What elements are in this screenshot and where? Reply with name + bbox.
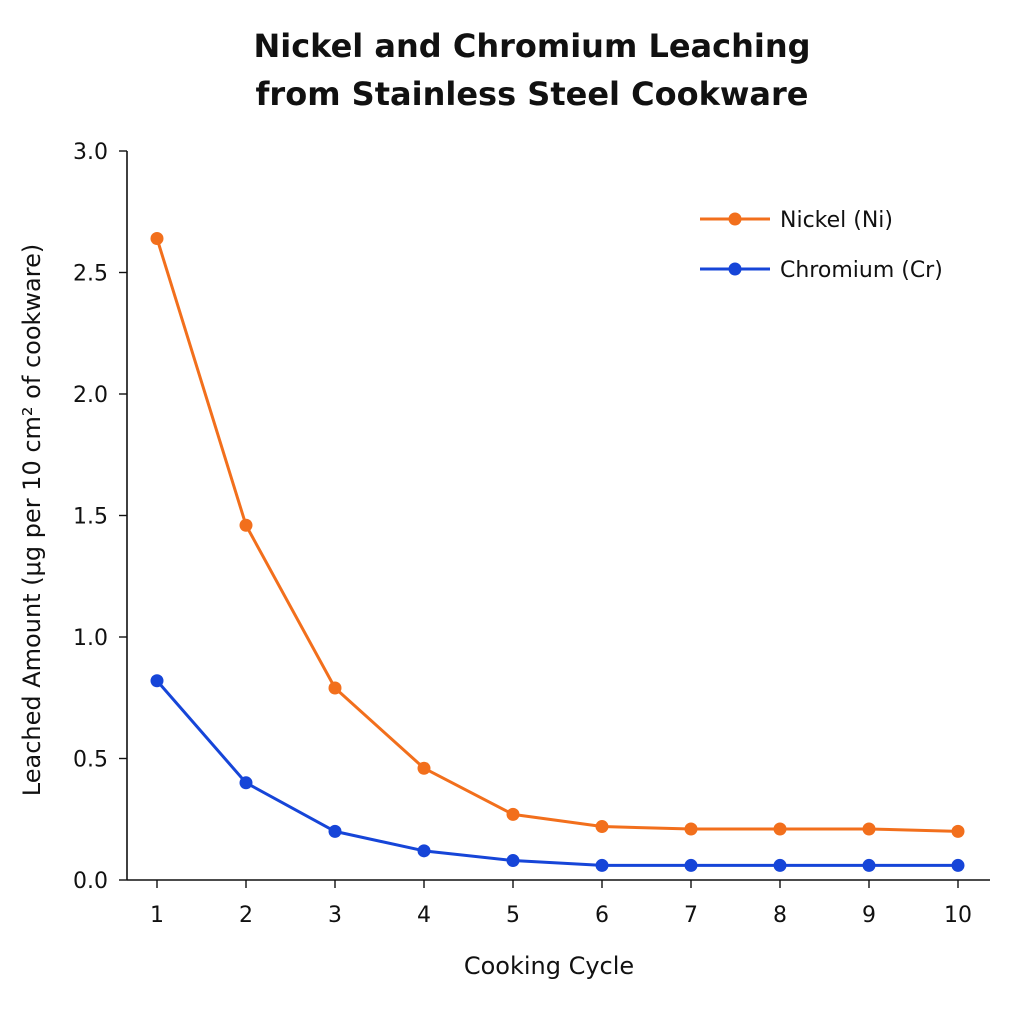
nickel-data-point [773, 822, 787, 836]
x-tick-label: 9 [862, 903, 876, 928]
chromium-data-point [951, 858, 965, 872]
x-tick-label: 1 [150, 903, 164, 928]
legend: Nickel (Ni) Chromium (Cr) [700, 208, 943, 283]
chromium-legend-marker [728, 262, 742, 276]
nickel-data-point [684, 822, 698, 836]
nickel-data-point [150, 231, 164, 245]
y-tick-label: 0.0 [73, 869, 108, 894]
y-tick-label: 2.0 [73, 383, 108, 408]
chart-title-line-2: from Stainless Steel Cookware [255, 75, 809, 113]
y-tick-label: 2.5 [73, 262, 108, 287]
x-tick-label: 6 [595, 903, 609, 928]
y-tick-label: 3.0 [73, 140, 108, 165]
x-tick-label: 3 [328, 903, 342, 928]
nickel-series-line [155, 238, 959, 833]
nickel-legend-marker [728, 212, 742, 226]
chromium-legend-label: Chromium (Cr) [780, 258, 943, 283]
chromium-series-line [155, 679, 958, 867]
axes: 0.0 0.5 1.0 1.5 2.0 2.5 3.0 1 2 3 4 5 6 7 8 9 10 [73, 140, 990, 928]
x-tick-label: 2 [239, 903, 253, 928]
y-tick-label: 0.5 [73, 748, 108, 773]
x-tick-label: 10 [944, 903, 972, 928]
x-tick-label: 8 [773, 903, 787, 928]
x-tick-label: 7 [684, 903, 698, 928]
x-tick-label: 5 [506, 903, 520, 928]
nickel-data-point [506, 807, 520, 821]
chromium-data-point [150, 674, 164, 688]
chromium-data-point [239, 776, 253, 790]
nickel-data-point [595, 820, 609, 834]
nickel-data-point [417, 761, 431, 775]
series-layer [150, 231, 965, 872]
y-tick-label: 1.0 [73, 626, 108, 651]
x-axis-label: Cooking Cycle [464, 952, 634, 980]
chromium-data-point [862, 858, 876, 872]
nickel-data-point [951, 824, 965, 838]
nickel-legend-label: Nickel (Ni) [780, 208, 893, 233]
y-axis-label: Leached Amount (μg per 10 cm² of cookwar… [18, 244, 46, 796]
nickel-data-point [328, 681, 342, 695]
nickel-data-point [239, 518, 253, 532]
chromium-data-point [684, 858, 698, 872]
chromium-data-point [595, 858, 609, 872]
y-tick-label: 1.5 [73, 505, 108, 530]
chromium-data-point [506, 854, 520, 868]
chromium-data-point [417, 844, 431, 858]
chromium-data-point [328, 824, 342, 838]
chart-title-line-1: Nickel and Chromium Leaching [253, 27, 811, 65]
nickel-data-point [862, 822, 876, 836]
chart-title: Nickel and Chromium Leaching from Stainl… [0, 22, 1024, 118]
chromium-data-point [773, 858, 787, 872]
x-tick-label: 4 [417, 903, 431, 928]
